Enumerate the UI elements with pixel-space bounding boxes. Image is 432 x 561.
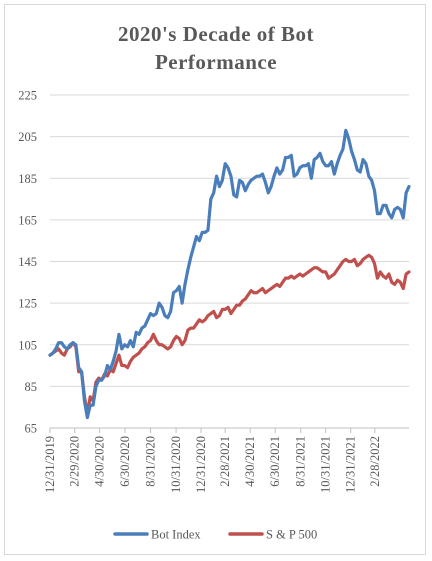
y-tick-label: 225 — [18, 89, 37, 103]
x-tick-label: 8/31/2021 — [294, 436, 308, 487]
x-tick-label: 8/31/2020 — [144, 436, 158, 487]
x-tick-label: 6/30/2020 — [118, 436, 132, 487]
x-tick-label: 2/28/2022 — [368, 436, 382, 487]
x-tick-label: 2/29/2020 — [68, 436, 82, 487]
x-tick-label: 4/30/2020 — [93, 436, 107, 487]
x-tick-label: 6/30/2021 — [268, 436, 282, 487]
y-tick-label: 125 — [18, 297, 37, 311]
gridlines — [50, 94, 409, 387]
series-line-sp500 — [48, 253, 411, 416]
y-tick-label: 205 — [18, 130, 37, 144]
y-tick-label: 165 — [18, 213, 37, 227]
y-axis-tick-labels: 225 205 185 165 145 125 105 85 65 — [18, 89, 37, 436]
x-tick-label: 10/31/2021 — [319, 436, 333, 493]
x-axis — [49, 427, 409, 433]
y-tick-label: 65 — [25, 422, 38, 436]
y-tick-label: 105 — [18, 338, 37, 352]
x-tick-label: 12/31/2020 — [194, 436, 208, 493]
x-tick-label: 12/31/2021 — [344, 436, 358, 493]
legend-label-sp500: S & P 500 — [266, 528, 317, 542]
legend: Bot Index S & P 500 — [113, 528, 317, 542]
series-line-bot-index — [48, 128, 411, 420]
series-lines — [48, 128, 411, 420]
y-tick-label: 185 — [18, 172, 37, 186]
x-tick-label: 4/30/2021 — [243, 436, 257, 487]
chart-frame — [4, 4, 426, 555]
x-tick-label: 10/31/2020 — [169, 436, 183, 493]
chart-title-line-1: 2020's Decade of Bot — [117, 22, 315, 46]
legend-label-bot-index: Bot Index — [151, 528, 201, 542]
chart-title-line-2: Performance — [154, 50, 278, 74]
y-tick-label: 85 — [25, 380, 38, 394]
x-tick-label: 2/28/2021 — [218, 436, 232, 487]
x-tick-label: 12/31/2019 — [43, 436, 57, 493]
y-tick-label: 145 — [18, 255, 37, 269]
x-axis-tick-labels: 12/31/2019 2/29/2020 4/30/2020 6/30/2020 8/3… — [43, 436, 382, 493]
